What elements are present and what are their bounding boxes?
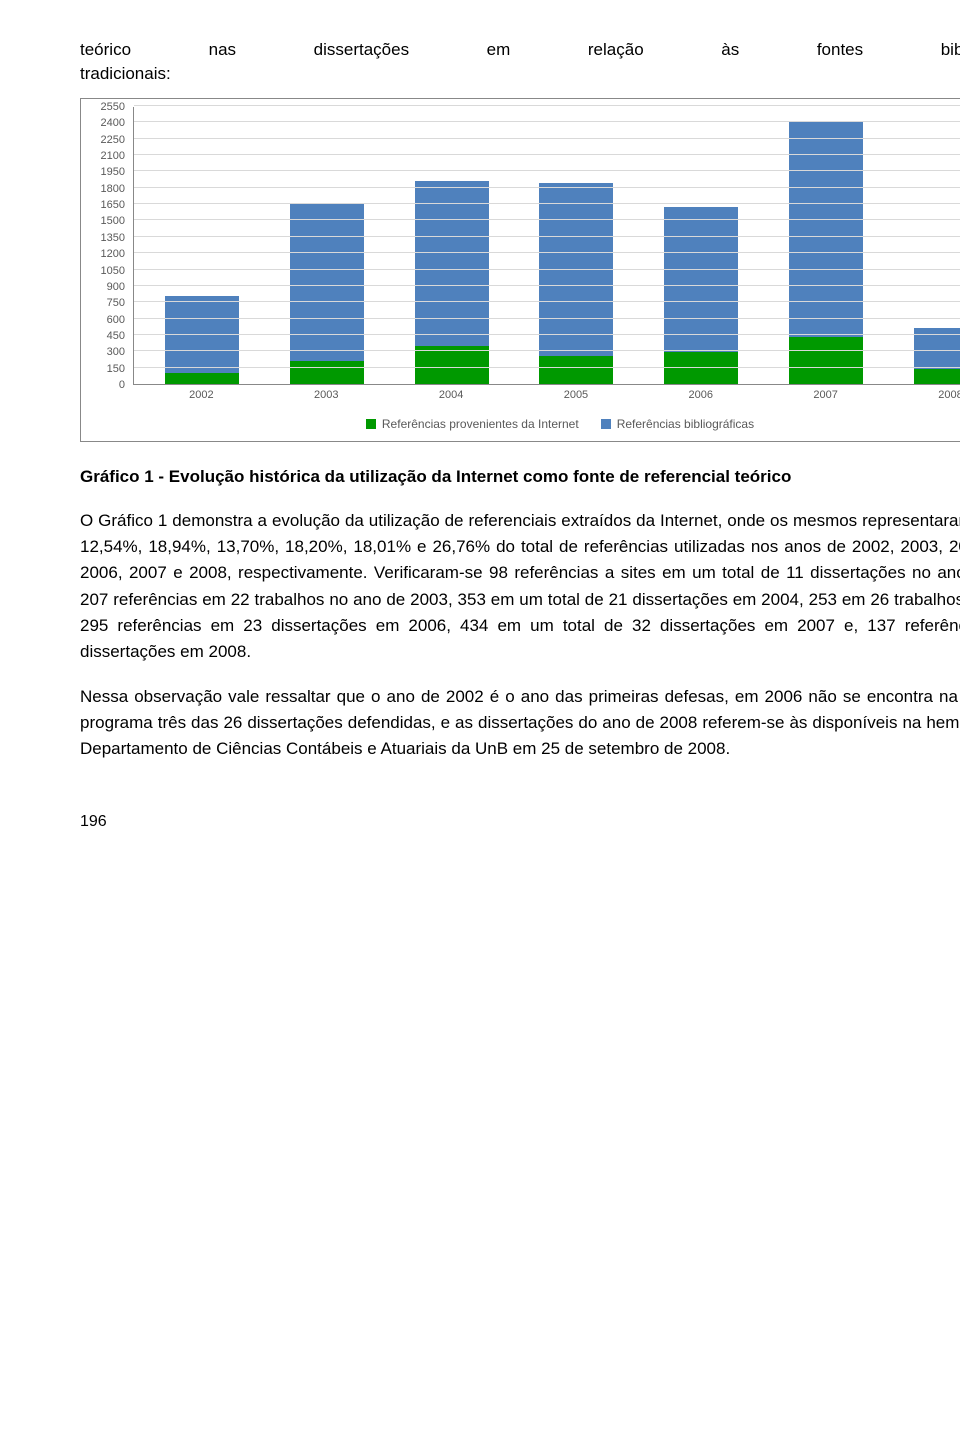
grid-line [134,367,960,368]
y-tick-label: 450 [93,330,125,342]
page-number: 196 [80,813,960,831]
x-tick-label: 2004 [414,385,488,407]
y-tick-label: 1800 [93,183,125,195]
x-tick-label: 2008 [913,385,960,407]
grid-line [134,187,960,188]
bar-segment-internet [664,352,738,384]
y-tick-label: 600 [93,314,125,326]
x-axis-labels: 2002 2003 2004 2005 2006 2007 2008 [133,385,960,407]
grid-line [134,269,960,270]
bar-column [415,107,489,384]
chart-plot-area: 2550240022502100195018001650150013501200… [133,107,960,407]
y-tick-label: 1650 [93,199,125,211]
header-word: em [487,40,511,60]
y-tick-label: 1050 [93,265,125,277]
grid-line [134,285,960,286]
header-line-2: tradicionais: [80,64,960,84]
grid-line [134,170,960,171]
plot [133,107,960,385]
legend-swatch-biblio [601,419,611,429]
chart-legend: Referências provenientes da Internet Ref… [93,417,960,431]
x-tick-label: 2005 [539,385,613,407]
x-tick-label: 2007 [789,385,863,407]
bar-column [165,107,239,384]
paragraph-1: O Gráfico 1 demonstra a evolução da util… [80,508,960,666]
y-axis: 2550240022502100195018001650150013501200… [93,107,129,385]
bar-column [539,107,613,384]
bar-segment-internet [415,346,489,384]
y-tick-label: 1200 [93,248,125,260]
bar-segment-biblio [664,207,738,352]
header-word: relação [588,40,644,60]
y-tick-label: 1500 [93,215,125,227]
legend-item-biblio: Referências bibliográficas [601,417,754,431]
grid-line [134,138,960,139]
bar-column [290,107,364,384]
y-tick-label: 900 [93,281,125,293]
bar-segment-internet [290,361,364,384]
grid-line [134,219,960,220]
y-tick-label: 2550 [93,101,125,113]
y-tick-label: 300 [93,346,125,358]
bar-column [789,107,863,384]
header-line-1: teórico nas dissertações em relação às fontes b… [80,40,960,60]
y-tick-label: 2100 [93,150,125,162]
bar-segment-biblio [539,183,613,357]
bar-segment-internet [914,369,960,384]
header-word: nas [209,40,236,60]
figure-caption: Gráfico 1 - Evolução histórica da utiliz… [80,464,960,490]
legend-label-internet: Referências provenientes da Internet [382,417,579,431]
bar-segment-internet [789,337,863,384]
header-word: dissertações [314,40,409,60]
bar-segment-biblio [290,204,364,361]
y-tick-label: 1950 [93,166,125,178]
grid-line [134,318,960,319]
y-tick-label: 2400 [93,117,125,129]
header-word: às [721,40,739,60]
header-word: fontes [817,40,863,60]
y-tick-label: 0 [93,379,125,391]
grid-line [134,203,960,204]
grid-line [134,350,960,351]
bars-group [134,107,960,384]
bar-segment-internet [165,373,239,384]
grid-line [134,252,960,253]
chart-container: 2550240022502100195018001650150013501200… [80,98,960,442]
grid-line [134,121,960,122]
legend-item-internet: Referências provenientes da Internet [366,417,579,431]
bar-segment-biblio [415,181,489,346]
x-tick-label: 2006 [664,385,738,407]
x-tick-label: 2003 [289,385,363,407]
bar-column [664,107,738,384]
bar-column [914,107,960,384]
x-tick-label: 2002 [164,385,238,407]
paragraph-2: Nessa observação vale ressaltar que o an… [80,684,960,763]
bar-segment-internet [539,356,613,384]
grid-line [134,301,960,302]
grid-line [134,105,960,106]
grid-line [134,154,960,155]
grid-line [134,334,960,335]
legend-swatch-internet [366,419,376,429]
grid-line [134,236,960,237]
legend-label-biblio: Referências bibliográficas [617,417,754,431]
y-tick-label: 1350 [93,232,125,244]
y-tick-label: 2250 [93,134,125,146]
y-tick-label: 750 [93,297,125,309]
header-word: bibliográficas [941,40,960,60]
y-tick-label: 150 [93,363,125,375]
header-word: teórico [80,40,131,60]
